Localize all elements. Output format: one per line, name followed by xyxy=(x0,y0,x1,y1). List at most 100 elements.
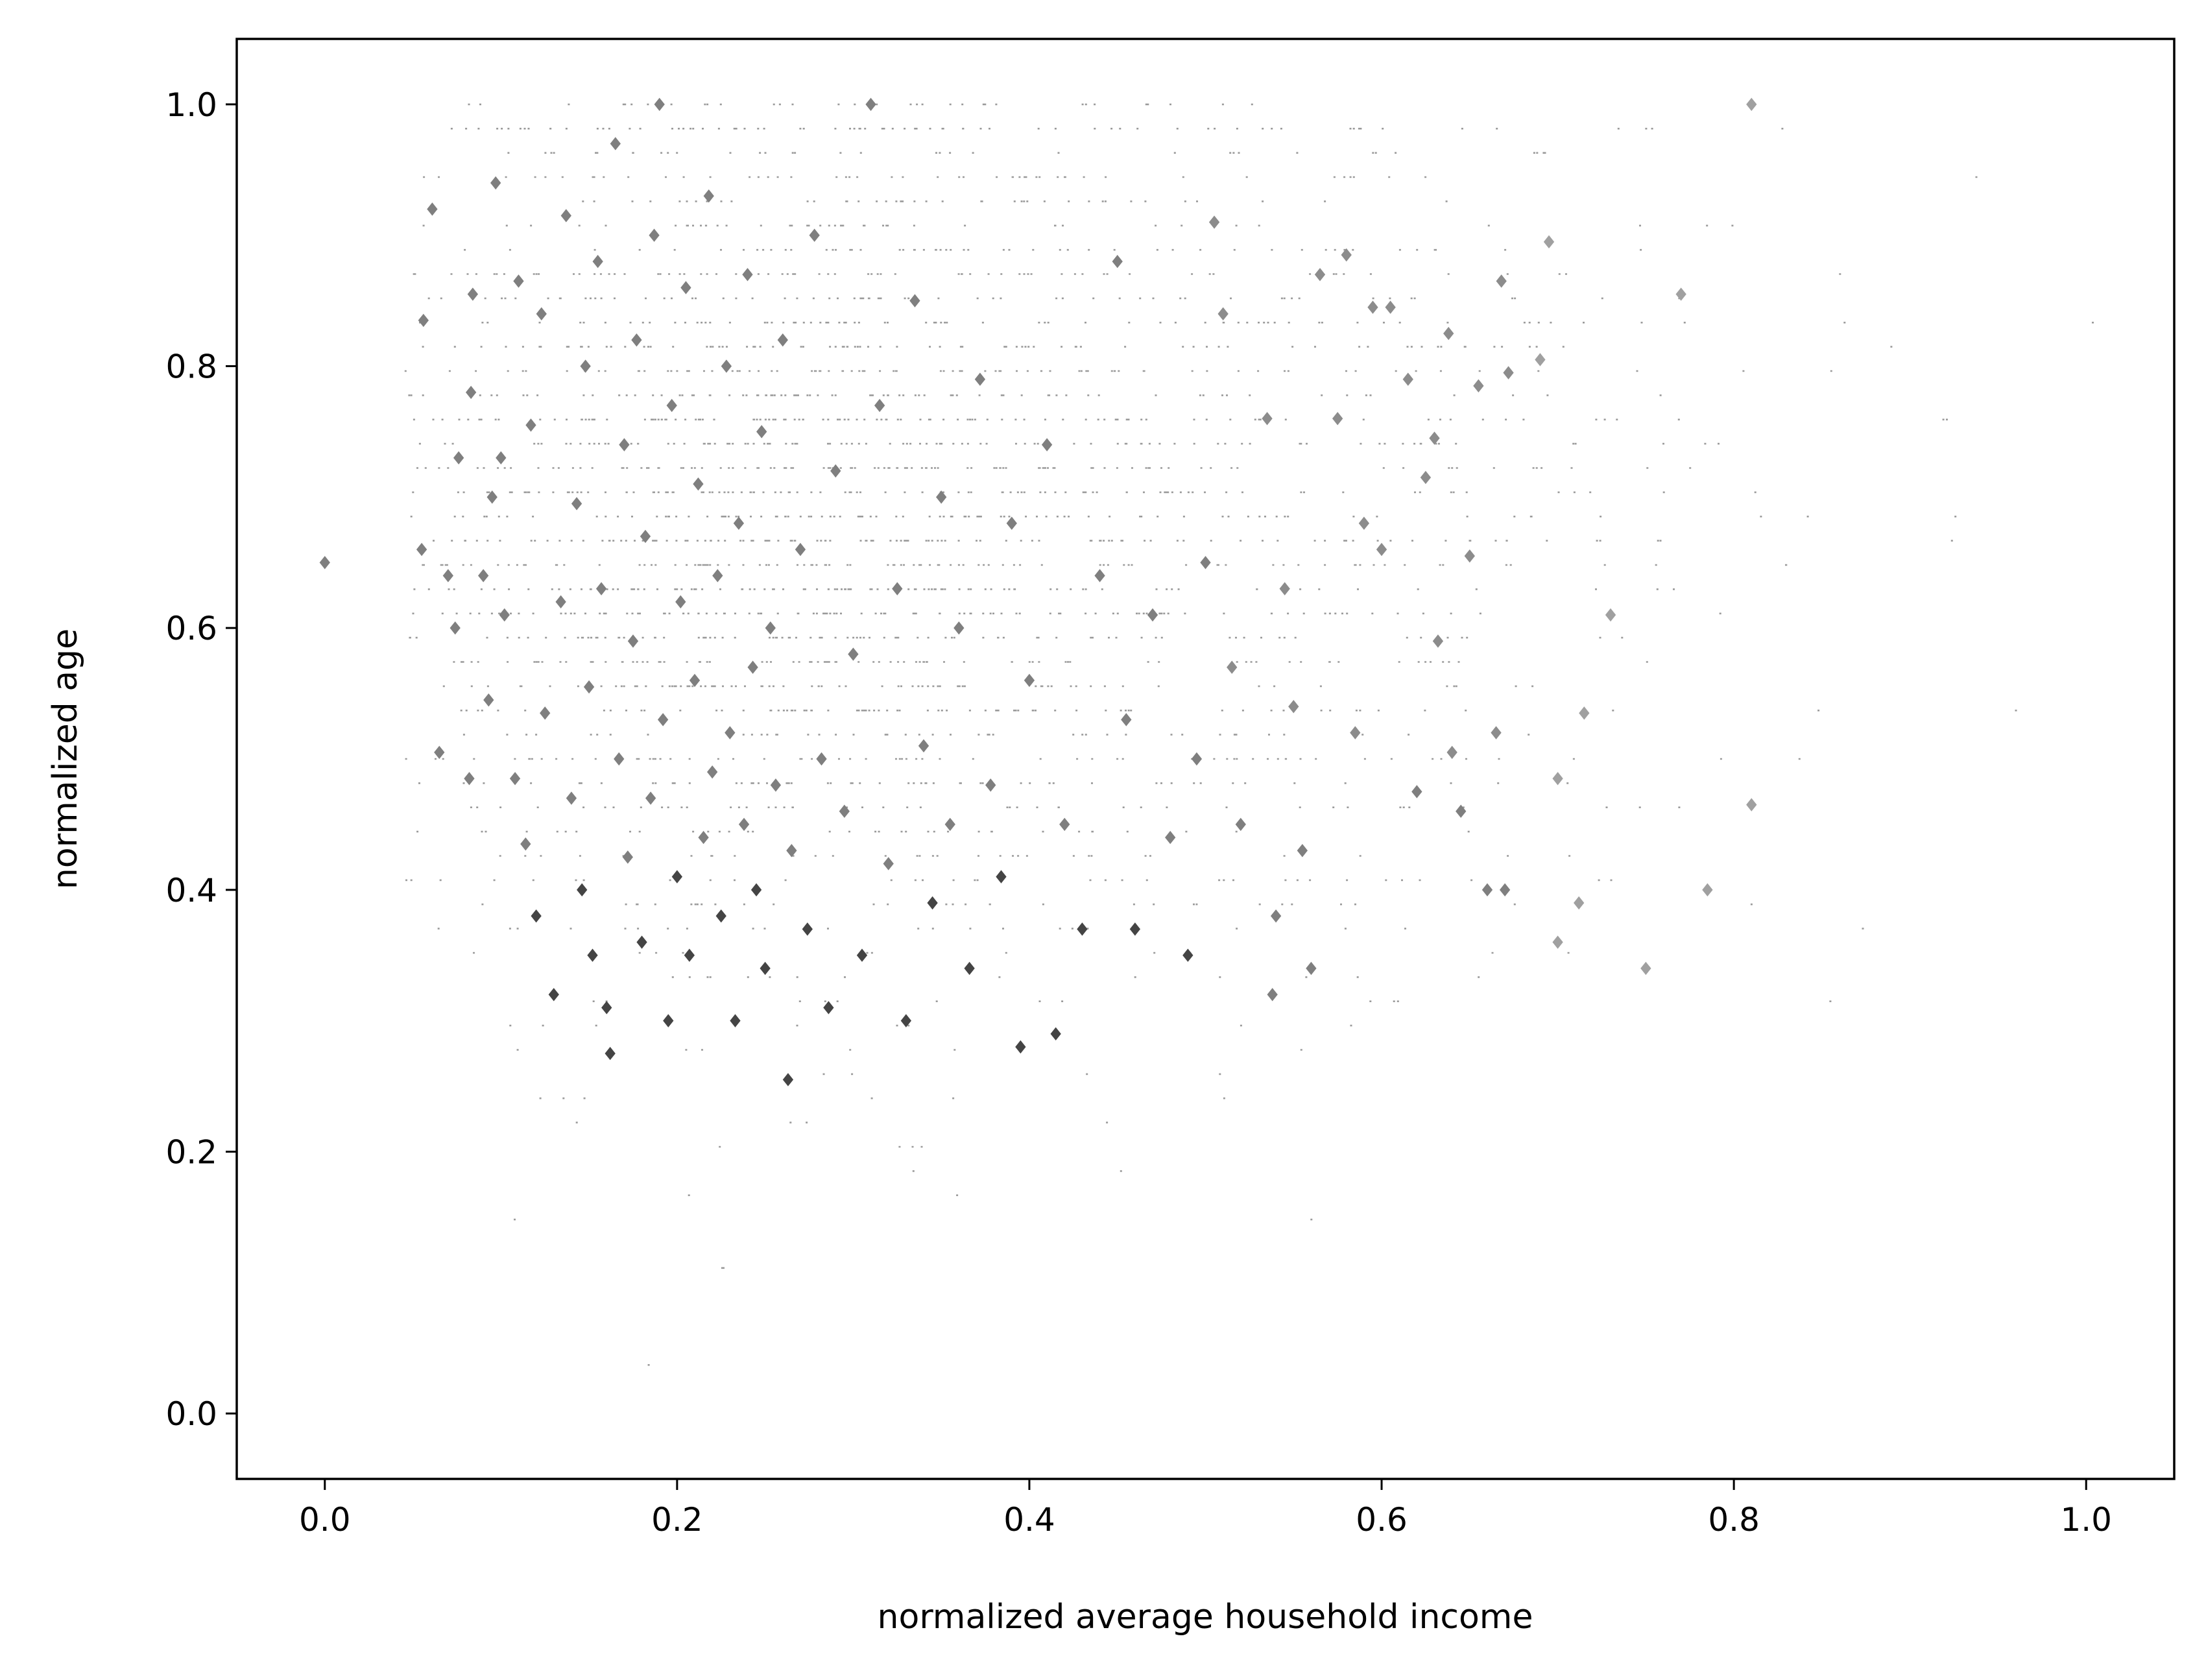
scatter-point xyxy=(1182,948,1193,962)
scatter-point xyxy=(1605,608,1616,622)
scatter-point xyxy=(1332,412,1343,426)
x-axis-ticks: 0.0 0.2 0.4 0.6 0.8 1.0 xyxy=(299,1479,2112,1539)
scatter-point xyxy=(765,621,776,635)
scatter-point xyxy=(1227,660,1238,674)
scatter-point xyxy=(525,418,536,432)
scatter-point xyxy=(1402,372,1413,386)
scatter-point xyxy=(1270,909,1282,923)
scatter-point xyxy=(555,595,566,609)
scatter-point xyxy=(1443,326,1454,341)
scatter-point xyxy=(1456,804,1467,818)
scatter-point xyxy=(1675,287,1686,301)
scatter-point xyxy=(707,765,718,779)
scatter-point xyxy=(985,778,996,792)
scatter-point xyxy=(1121,713,1132,726)
scatter-point xyxy=(583,680,595,694)
scatter-point xyxy=(467,287,479,301)
scatter-point xyxy=(486,490,498,504)
x-tick-label: 0.8 xyxy=(1708,1501,1760,1539)
dense-dot-cloud xyxy=(404,103,2094,1366)
scatter-point xyxy=(631,333,642,347)
scatter-point xyxy=(996,870,1007,883)
scatter-point xyxy=(610,137,621,150)
scatter-point xyxy=(1059,817,1070,832)
y-tick-label: 0.4 xyxy=(165,872,217,909)
scatter-point xyxy=(1376,542,1387,557)
scatter-point xyxy=(848,647,859,661)
scatter-point xyxy=(1473,379,1484,393)
scatter-point xyxy=(1552,935,1563,949)
scatter-point xyxy=(1574,896,1585,910)
scatter-point xyxy=(1024,673,1035,688)
scatter-point xyxy=(531,909,542,923)
scatter-point xyxy=(725,726,736,739)
scatter-point xyxy=(1429,431,1440,445)
scatter-point xyxy=(1165,830,1176,845)
scatter-point xyxy=(478,569,489,582)
scatter-point xyxy=(1579,706,1590,720)
y-axis-label: normalized age xyxy=(46,629,85,889)
scatter-point xyxy=(802,922,813,936)
scatter-point xyxy=(1481,883,1493,897)
plot-frame xyxy=(235,38,2176,1480)
scatter-point xyxy=(777,333,788,347)
scatter-point xyxy=(738,817,750,832)
scatter-point xyxy=(733,516,745,530)
scatter-point xyxy=(756,425,767,438)
scatter-point xyxy=(1350,726,1361,739)
scatter-point xyxy=(782,1073,794,1086)
scatter-point xyxy=(595,582,607,595)
scatter-point xyxy=(909,294,920,307)
scatter-point xyxy=(1446,745,1457,760)
scatter-point xyxy=(1746,798,1757,811)
scatter-point xyxy=(464,772,475,786)
scatter-point xyxy=(742,268,753,282)
scatter-point xyxy=(1543,235,1555,249)
scatter-point xyxy=(689,673,701,688)
scatter-point xyxy=(927,896,938,910)
scatter-point xyxy=(465,385,477,400)
scatter-point xyxy=(1112,254,1123,269)
scatter-point xyxy=(721,359,732,373)
scatter-point xyxy=(560,209,571,222)
scatter-point xyxy=(577,883,588,897)
scatter-point xyxy=(823,1001,834,1014)
scatter-point xyxy=(645,791,656,805)
scatter-point xyxy=(640,529,651,544)
scatter-point xyxy=(1279,582,1290,595)
scatter-point xyxy=(1496,274,1507,288)
scatter-point xyxy=(571,497,582,510)
scatter-point xyxy=(520,837,531,851)
scatter-point xyxy=(1297,844,1308,858)
scatter-point xyxy=(601,1001,612,1014)
scatter-point xyxy=(1420,470,1432,485)
scatter-point xyxy=(1267,988,1278,1002)
scatter-point xyxy=(418,313,429,328)
scatter-point xyxy=(649,228,660,242)
scatter-point xyxy=(786,844,797,858)
scatter-point xyxy=(865,97,876,112)
scatter-point xyxy=(750,883,762,897)
x-axis-label: normalized average household income xyxy=(878,1598,1533,1637)
scatter-point xyxy=(614,752,625,766)
scatter-point xyxy=(1306,961,1317,976)
scatter-point xyxy=(1262,412,1273,426)
scatter-point xyxy=(453,451,464,465)
scatter-point xyxy=(730,1014,741,1027)
scatter-point xyxy=(715,909,726,923)
scatter-point xyxy=(675,595,686,609)
y-tick-label: 0.2 xyxy=(165,1133,217,1171)
scatter-point xyxy=(605,1046,616,1061)
scatter-point xyxy=(548,988,559,1002)
scatter-point xyxy=(816,752,827,766)
scatter-point xyxy=(622,850,633,864)
scatter-point xyxy=(657,713,669,726)
scatter-point xyxy=(1503,366,1514,379)
scatter-point xyxy=(666,398,677,413)
scatter-point xyxy=(1552,772,1563,786)
scatter-point xyxy=(964,961,975,976)
scatter-point xyxy=(619,438,630,451)
scatter-point xyxy=(1235,817,1246,832)
scatter-point xyxy=(580,359,591,373)
scatter-point xyxy=(1367,300,1378,314)
